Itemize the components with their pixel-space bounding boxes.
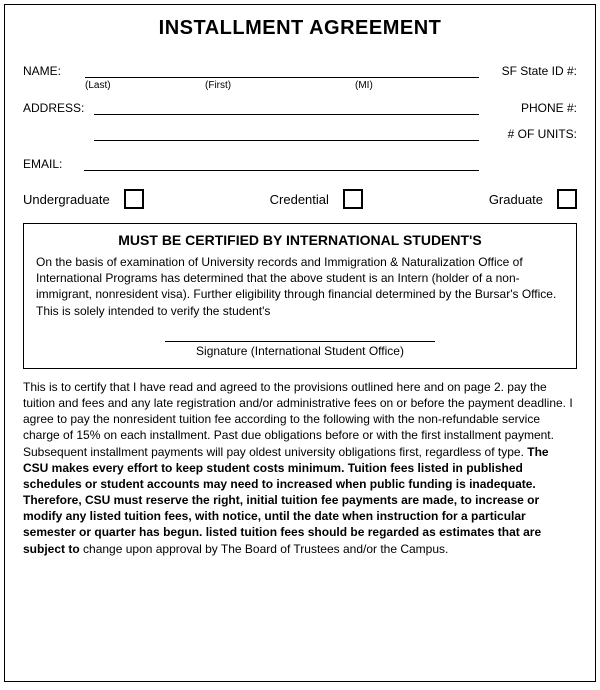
- name-sublabels: (Last) (First) (MI): [85, 80, 577, 91]
- email-input-line[interactable]: [84, 157, 479, 171]
- address-row-1: ADDRESS: PHONE #:: [23, 101, 577, 115]
- name-input-line[interactable]: [85, 64, 479, 78]
- credential-checkbox[interactable]: [343, 189, 363, 209]
- terms-part2: The CSU makes every effort to keep stude…: [23, 445, 549, 556]
- graduate-checkbox[interactable]: [557, 189, 577, 209]
- email-row: EMAIL:: [23, 157, 577, 171]
- email-label: EMAIL:: [23, 157, 68, 171]
- signature-wrap: Signature (International Student Office): [36, 341, 564, 358]
- cert-body: On the basis of examination of Universit…: [36, 254, 564, 319]
- certification-box: MUST BE CERTIFIED BY INTERNATIONAL STUDE…: [23, 223, 577, 369]
- sublabel-mi: (MI): [355, 80, 455, 91]
- sf-state-id-label: SF State ID #:: [487, 64, 577, 78]
- address-input-line-2[interactable]: [94, 127, 479, 141]
- form-page: INSTALLMENT AGREEMENT NAME: SF State ID …: [4, 4, 596, 682]
- terms-part1: This is to certify that I have read and …: [23, 380, 573, 459]
- level-row: Undergraduate Credential Graduate: [23, 189, 577, 209]
- page-title: INSTALLMENT AGREEMENT: [23, 17, 577, 40]
- address-label: ADDRESS:: [23, 101, 90, 115]
- name-label: NAME:: [23, 64, 67, 78]
- undergraduate-checkbox[interactable]: [124, 189, 144, 209]
- terms-part3: change upon approval by The Board of Tru…: [83, 542, 448, 556]
- sublabel-first: (First): [205, 80, 355, 91]
- cert-title: MUST BE CERTIFIED BY INTERNATIONAL STUDE…: [36, 232, 564, 248]
- address-input-line-1[interactable]: [94, 101, 479, 115]
- address-row-2: ADDRESS: # OF UNITS:: [23, 127, 577, 141]
- undergraduate-label: Undergraduate: [23, 192, 110, 207]
- terms-paragraph: This is to certify that I have read and …: [23, 379, 577, 557]
- signature-label: Signature (International Student Office): [36, 344, 564, 358]
- sublabel-last: (Last): [85, 80, 205, 91]
- credential-label: Credential: [270, 192, 329, 207]
- graduate-label: Graduate: [489, 192, 543, 207]
- units-label: # OF UNITS:: [487, 127, 577, 141]
- phone-label: PHONE #:: [487, 101, 577, 115]
- signature-line[interactable]: [165, 341, 435, 342]
- name-row: NAME: SF State ID #:: [23, 64, 577, 78]
